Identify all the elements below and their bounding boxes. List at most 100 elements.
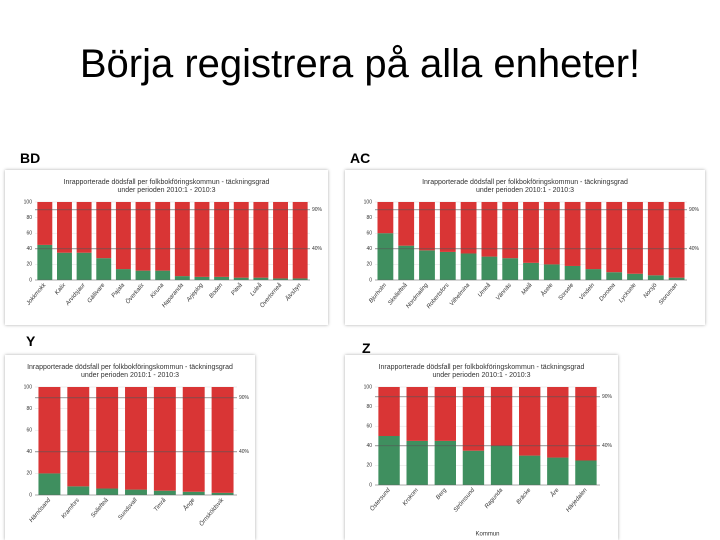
reference-label: 40%	[602, 443, 613, 449]
x-tick-label: Örnsköldsvik	[198, 496, 226, 528]
bar-segment	[57, 252, 72, 280]
chart-title: Inrapporterade dödsfall per folkbokförin…	[379, 364, 585, 371]
x-tick-label: Lycksele	[618, 282, 638, 304]
chart-title: Inrapporterade dödsfall per folkbokförin…	[27, 364, 233, 371]
x-tick-label: Arvidsjaur	[64, 282, 87, 308]
bar-segment	[37, 244, 53, 280]
reference-label: 90%	[312, 207, 323, 213]
bar-segment	[462, 387, 485, 451]
chart: Inrapporterade dödsfall per folkbokförin…	[5, 355, 255, 540]
x-tick-label: Strömsund	[453, 487, 477, 514]
bar-segment	[543, 202, 560, 265]
chart-title: Inrapporterade dödsfall per folkbokförin…	[422, 179, 628, 186]
y-tick-label: 100	[24, 384, 33, 390]
x-tick-label: Bjurholm	[368, 282, 388, 304]
reference-label: 90%	[239, 395, 250, 401]
y-tick-label: 20	[26, 262, 32, 268]
bar-segment	[627, 202, 643, 274]
bar-segment	[543, 264, 560, 280]
bar-segment	[174, 276, 190, 280]
bar-segment	[96, 258, 112, 280]
y-tick-label: 0	[29, 277, 32, 283]
x-tick-label: Kiruna	[150, 282, 166, 300]
bar-segment	[502, 258, 519, 280]
bar-segment	[547, 387, 569, 458]
y-tick-label: 40	[26, 449, 32, 455]
y-tick-label: 20	[366, 262, 372, 268]
bar-segment	[406, 387, 428, 441]
panel-label: Y	[26, 333, 36, 349]
x-tick-label: Norsjö	[643, 282, 659, 300]
bar-segment	[398, 202, 415, 246]
reference-label: 40%	[239, 449, 250, 455]
bar-segment	[668, 277, 685, 280]
bar-segment	[233, 202, 249, 278]
x-tick-label: Bräcke	[516, 487, 533, 506]
bar-segment	[647, 202, 664, 276]
bar-segment	[481, 256, 498, 280]
bar-segment	[490, 445, 513, 485]
bar-segment	[439, 202, 456, 252]
bar-segment	[462, 450, 485, 485]
bar-segment	[575, 387, 597, 461]
bar-segment	[460, 253, 477, 280]
x-tick-label: Skellefteå	[387, 281, 410, 306]
chart: Inrapporterade dödsfall per folkbokförin…	[345, 355, 618, 540]
x-tick-label: Östersund	[369, 486, 393, 512]
y-tick-label: 40	[366, 246, 372, 252]
bar-segment	[585, 202, 602, 270]
bar-segment	[153, 490, 176, 495]
bar-segment	[434, 440, 456, 485]
chart: Inrapporterade dödsfall per folkbokförin…	[5, 170, 328, 325]
bar-segment	[292, 278, 308, 280]
bar-segment	[519, 455, 541, 485]
chart-subtitle: under perioden 2010:1 - 2010:3	[117, 187, 215, 194]
bar-segment	[155, 270, 171, 280]
bar-segment	[419, 202, 435, 251]
bar-segment	[37, 202, 53, 245]
x-tick-label: Kramfors	[61, 497, 81, 520]
bar-segment	[76, 252, 92, 280]
bar-segment	[547, 457, 569, 485]
bar-segment	[115, 202, 131, 270]
bar-segment	[194, 202, 210, 277]
y-tick-label: 100	[24, 199, 33, 205]
bar-segment	[115, 269, 131, 280]
bar-segment	[647, 275, 664, 280]
reference-label: 40%	[689, 246, 700, 252]
bar-segment	[233, 277, 249, 280]
bar-segment	[434, 387, 456, 441]
bar-segment	[564, 202, 581, 266]
y-tick-label: 60	[366, 231, 372, 237]
bar-segment	[606, 272, 623, 280]
x-tick-label: Berg	[435, 487, 448, 501]
reference-label: 40%	[312, 246, 323, 252]
reference-label: 90%	[602, 394, 613, 400]
x-tick-label: Överkalix	[124, 281, 146, 305]
x-tick-label: Pajala	[111, 282, 127, 299]
bar-segment	[627, 273, 643, 280]
x-tick-label: Gällivare	[87, 282, 107, 305]
x-tick-label: Sollefteå	[90, 496, 111, 519]
chart: Inrapporterade dödsfall per folkbokförin…	[345, 170, 705, 325]
y-tick-label: 60	[26, 231, 32, 237]
x-tick-label: Robertsfors	[426, 282, 451, 310]
bar-segment	[135, 202, 151, 271]
bar-segment	[214, 202, 230, 277]
x-tick-label: Härjedalen	[565, 487, 589, 514]
x-tick-label: Umeå	[476, 281, 492, 298]
x-tick-label: Åre	[549, 486, 561, 499]
bar-segment	[502, 202, 519, 259]
x-tick-label: Älvsbyn	[283, 281, 303, 303]
bar-segment	[378, 387, 400, 436]
x-tick-label: Åsele	[539, 281, 555, 298]
bar-segment	[135, 270, 151, 280]
bar-segment	[211, 492, 234, 495]
y-tick-label: 60	[366, 424, 372, 430]
reference-label: 90%	[689, 207, 700, 213]
x-tick-label: Härnösand	[29, 497, 53, 524]
bar-segment	[460, 202, 477, 254]
bar-segment	[125, 387, 147, 490]
bar-segment	[253, 277, 269, 280]
x-tick-label: Luleå	[249, 281, 264, 297]
